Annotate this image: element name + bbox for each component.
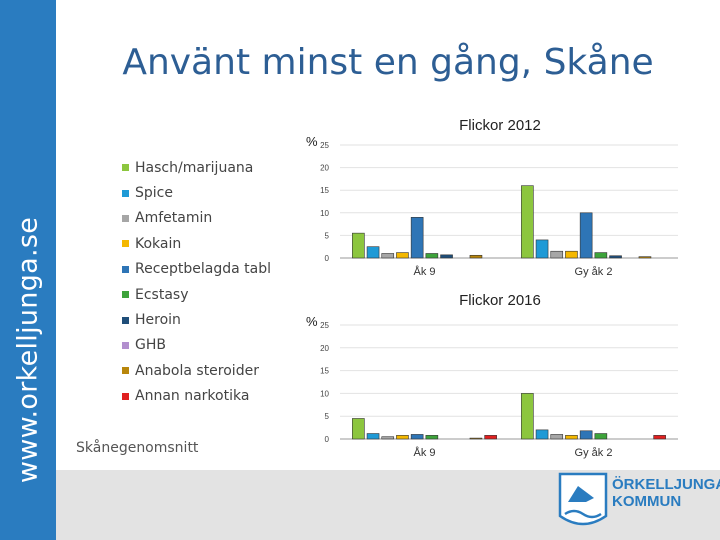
legend-item: Heroin (122, 307, 271, 332)
logo-line-2: KOMMUN (612, 493, 682, 510)
legend-item: Spice (122, 180, 271, 205)
bar (396, 252, 409, 259)
average-note: Skånegenomsnitt (76, 440, 199, 456)
legend-label: Hasch/marijuana (135, 159, 254, 176)
legend-swatch (122, 316, 129, 324)
legend-label: Kokain (135, 235, 182, 252)
bar (469, 437, 483, 440)
bar (484, 435, 497, 440)
chart-legend: Hasch/marijuana Spice Amfetamin Kokain R… (122, 155, 271, 409)
legend-item: GHB (122, 333, 271, 358)
legend-item: Annan narkotika (122, 384, 271, 409)
y-tick-label: 5 (325, 231, 330, 240)
bar-charts: Flickor 2012% 0 5 10 15 20 25 Åk 9 Gy åk 2 Flicko… (306, 117, 678, 459)
y-tick-label: 10 (320, 209, 329, 218)
legend-swatch (122, 291, 129, 299)
legend-label: Ecstasy (135, 286, 189, 303)
y-tick-label: 10 (320, 389, 329, 398)
legend-item: Anabola steroider (122, 358, 271, 383)
bar (653, 435, 666, 440)
bar (440, 254, 453, 259)
y-tick-label: 15 (320, 367, 329, 376)
bar (410, 434, 424, 440)
legend-label: Spice (135, 185, 173, 202)
bar (521, 185, 534, 259)
legend-swatch (122, 392, 129, 400)
x-category-label: Åk 9 (413, 446, 435, 459)
bar (550, 250, 564, 259)
bar (594, 252, 608, 259)
legend-item: Receptbelagda tabl (122, 257, 271, 282)
sidebar-url-text: www.orkelljunga.se (12, 216, 44, 484)
legend-item: Hasch/marijuana (122, 155, 271, 180)
y-tick-label: 20 (320, 344, 329, 353)
legend-label: Annan narkotika (135, 388, 250, 405)
bar (521, 393, 534, 440)
logo-line-1: ÖRKELLJUNGA (612, 476, 720, 493)
legend-swatch (122, 214, 129, 222)
legend-label: Anabola steroider (135, 362, 259, 379)
bar (410, 217, 424, 259)
y-tick-label: 20 (320, 164, 329, 173)
bar (381, 253, 395, 259)
bar (579, 430, 593, 440)
bar (396, 435, 409, 440)
legend-swatch (122, 341, 129, 349)
bar (381, 436, 395, 440)
y-tick-label: 0 (325, 435, 330, 444)
y-tick-label: 25 (320, 321, 329, 330)
y-axis-label: % (306, 134, 318, 149)
x-category-label: Åk 9 (413, 265, 435, 278)
bar (535, 429, 549, 440)
chart-title: Flickor 2016 (459, 292, 541, 309)
bar (638, 256, 652, 259)
bar (425, 435, 439, 440)
bar (366, 433, 380, 440)
x-category-label: Gy åk 2 (575, 447, 613, 459)
legend-swatch (122, 240, 129, 248)
bar (366, 246, 380, 259)
x-category-label: Gy åk 2 (575, 266, 613, 278)
legend-label: Receptbelagda tabl (135, 261, 272, 278)
bar (594, 433, 608, 440)
y-tick-label: 0 (325, 254, 330, 263)
slide-title: Använt minst en gång, Skåne (122, 42, 654, 83)
bar (609, 255, 622, 259)
y-tick-label: 5 (325, 412, 330, 421)
municipality-logo (558, 472, 608, 526)
legend-swatch (122, 189, 129, 197)
footer-band (56, 470, 720, 540)
bar (565, 250, 578, 259)
bar (550, 434, 564, 440)
bar (352, 418, 365, 440)
legend-item: Ecstasy (122, 282, 271, 307)
legend-swatch (122, 164, 129, 172)
bar (565, 435, 578, 440)
bar (535, 239, 549, 259)
y-tick-label: 25 (320, 141, 329, 150)
legend-swatch (122, 367, 129, 375)
bar (425, 253, 439, 259)
sidebar-band (0, 0, 56, 540)
chart-title: Flickor 2012 (459, 117, 541, 134)
bar (352, 232, 365, 259)
y-tick-label: 15 (320, 186, 329, 195)
legend-swatch (122, 265, 129, 273)
logo-wordmark: ÖRKELLJUNGA KOMMUN (612, 476, 720, 510)
legend-item: Amfetamin (122, 206, 271, 231)
legend-label: Heroin (135, 312, 181, 329)
legend-label: GHB (135, 337, 166, 354)
legend-item: Kokain (122, 231, 271, 256)
bar (469, 254, 483, 259)
bar (579, 212, 593, 259)
legend-label: Amfetamin (135, 210, 213, 227)
y-axis-label: % (306, 314, 318, 329)
